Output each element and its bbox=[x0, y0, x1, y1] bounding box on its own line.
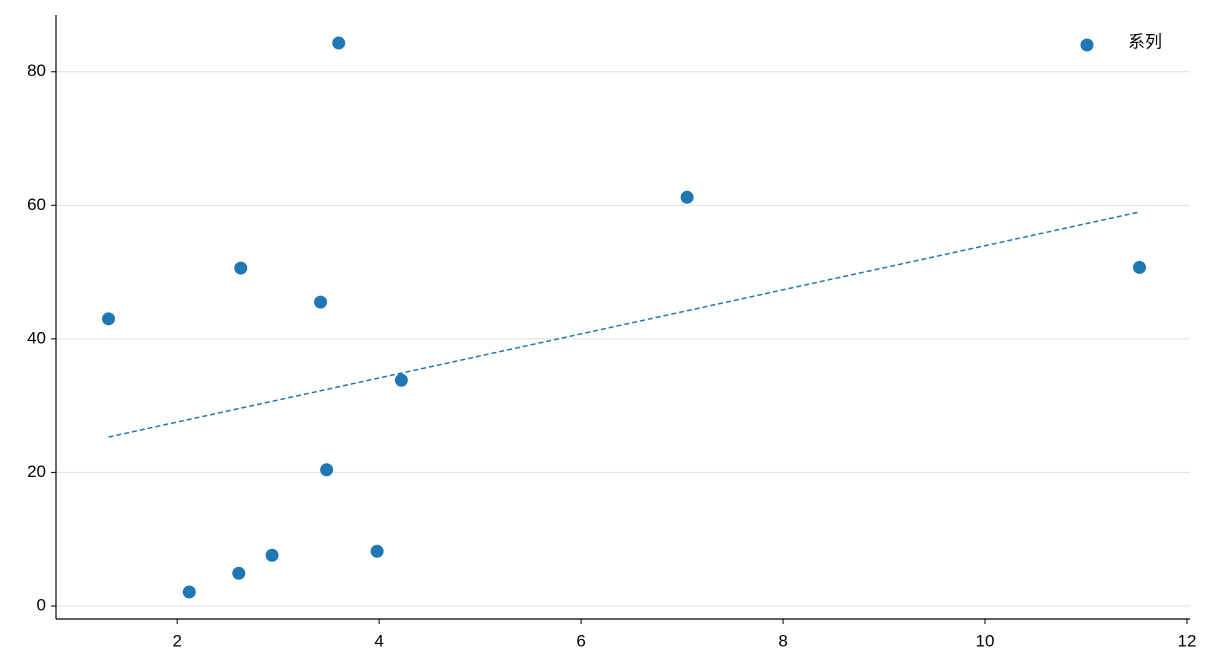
point bbox=[370, 544, 384, 558]
legend-marker bbox=[1080, 38, 1094, 52]
point bbox=[394, 373, 408, 387]
point bbox=[332, 36, 346, 50]
x-tick-label: 10 bbox=[976, 631, 995, 650]
x-tick-label: 2 bbox=[172, 631, 181, 650]
y-tick-label: 40 bbox=[27, 328, 46, 347]
x-tick-label: 8 bbox=[778, 631, 787, 650]
point bbox=[265, 548, 279, 562]
point bbox=[102, 312, 116, 326]
x-tick-label: 6 bbox=[576, 631, 585, 650]
y-tick-label: 80 bbox=[27, 61, 46, 80]
x-tick-label: 12 bbox=[1178, 631, 1197, 650]
point bbox=[1133, 260, 1147, 274]
point bbox=[182, 585, 196, 599]
y-tick-label: 20 bbox=[27, 462, 46, 481]
point bbox=[320, 463, 334, 477]
point bbox=[680, 190, 694, 204]
point bbox=[314, 295, 328, 309]
legend-label: 系列 bbox=[1128, 32, 1162, 51]
point bbox=[232, 566, 246, 580]
y-tick-label: 0 bbox=[37, 595, 46, 614]
x-tick-label: 4 bbox=[374, 631, 383, 650]
trend-line bbox=[108, 211, 1140, 438]
point bbox=[234, 261, 248, 275]
y-tick-label: 60 bbox=[27, 195, 46, 214]
